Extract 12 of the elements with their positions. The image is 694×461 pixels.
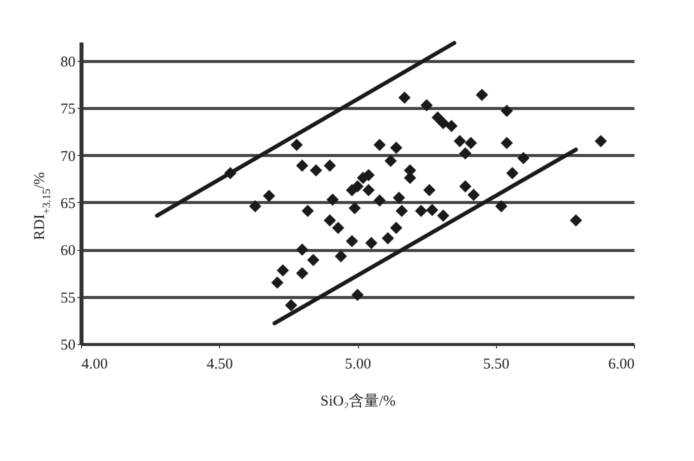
y-tick-label: 60 <box>60 243 76 260</box>
x-tick-label: 4.00 <box>82 356 108 372</box>
x-tick-label: 6.00 <box>608 356 634 372</box>
y-tick-label: 65 <box>60 196 76 212</box>
y-tick-label: 70 <box>60 148 76 165</box>
x-tick-label: 5.00 <box>344 356 372 372</box>
x-tick-label: 4.50 <box>206 356 233 372</box>
y-tick-label: 50 <box>60 338 76 354</box>
x-tick-label: 5.50 <box>483 356 510 372</box>
y-tick-label: 55 <box>60 290 76 306</box>
y-tick-label: 80 <box>60 54 76 70</box>
y-tick-label: 75 <box>60 102 76 118</box>
